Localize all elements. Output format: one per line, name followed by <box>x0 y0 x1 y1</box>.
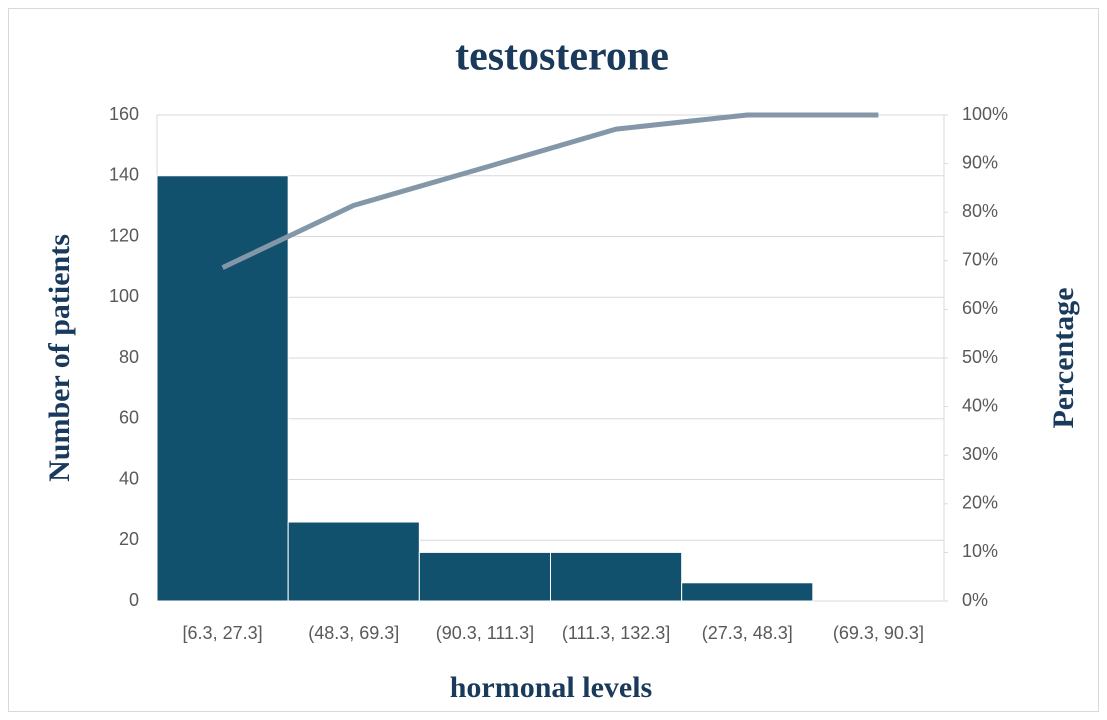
y2-tick-label: 30% <box>962 444 998 464</box>
y2-tick-label: 60% <box>962 298 998 318</box>
x-axis-title: hormonal levels <box>450 671 653 704</box>
y-axis-title: Number of patients <box>43 234 76 482</box>
y-tick-label: 80 <box>119 347 139 367</box>
y2-tick-label: 40% <box>962 395 998 415</box>
y-tick-label: 100 <box>109 286 139 306</box>
bar <box>156 175 289 602</box>
y2-tick-label: 10% <box>962 541 998 561</box>
cumulative-line <box>221 112 879 270</box>
y-tick-label: 40 <box>119 468 139 488</box>
y2-tick-label: 90% <box>962 152 998 172</box>
y-tick-label: 120 <box>109 225 139 245</box>
x-tick-label: (111.3, 132.3] <box>562 623 670 643</box>
bar <box>550 551 683 602</box>
y2-tick-label: 70% <box>962 250 998 270</box>
y-tick-label: 160 <box>109 104 139 124</box>
y2-tick-label: 20% <box>962 493 998 513</box>
y2-tick-label: 100% <box>962 104 1008 124</box>
bar <box>287 521 420 602</box>
x-tick-label: (90.3, 111.3] <box>436 623 534 643</box>
y2-tick-label: 80% <box>962 201 998 221</box>
bar <box>418 551 552 602</box>
y-tick-label: 60 <box>119 408 139 428</box>
x-tick-label: (69.3, 90.3] <box>833 623 924 643</box>
bar <box>681 582 814 602</box>
y-tick-label: 20 <box>119 529 139 549</box>
x-tick-label: (48.3, 69.3] <box>308 623 399 643</box>
chart-title: testosterone <box>455 34 669 80</box>
x-tick-label: [6.3, 27.3] <box>183 623 263 643</box>
y2-tick-label: 0% <box>962 590 988 610</box>
y-tick-label: 0 <box>129 590 139 610</box>
y2-tick-label: 50% <box>962 347 998 367</box>
y-tick-label: 140 <box>109 165 139 185</box>
y2-axis-title: Percentage <box>1047 287 1080 428</box>
x-tick-label: (27.3, 48.3] <box>702 623 793 643</box>
